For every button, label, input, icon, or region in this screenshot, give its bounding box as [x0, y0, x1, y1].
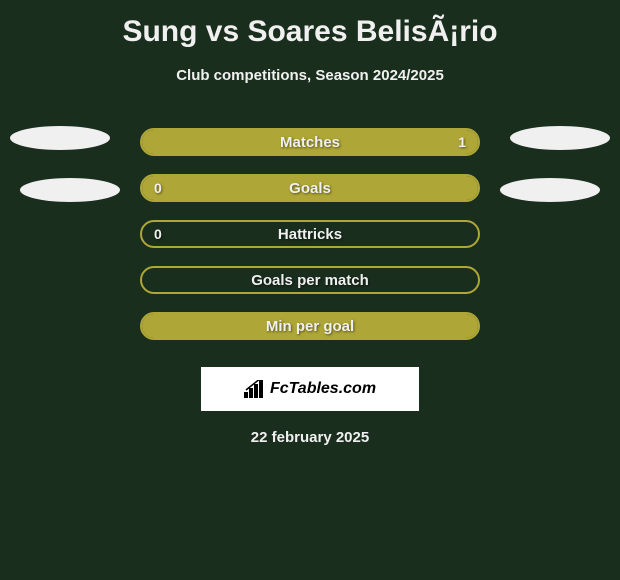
bar-gpm: Goals per match: [140, 266, 480, 294]
stat-label-hattricks: Hattricks: [278, 226, 342, 243]
stat-value-hattricks-left: 0: [154, 226, 162, 242]
logo-box: FcTables.com: [201, 367, 419, 411]
stat-row-gpm: Goals per match: [0, 257, 620, 303]
bar-hattricks: 0 Hattricks: [140, 220, 480, 248]
stat-value-matches-right: 1: [458, 134, 466, 150]
stat-value-goals-left: 0: [154, 180, 162, 196]
date-text: 22 february 2025: [0, 429, 620, 446]
page-title: Sung vs Soares BelisÃ¡rio: [0, 15, 620, 49]
stat-row-goals: 0 Goals: [0, 165, 620, 211]
stat-row-mpg: Min per goal: [0, 303, 620, 349]
stat-label-matches: Matches: [280, 134, 340, 151]
subtitle: Club competitions, Season 2024/2025: [0, 67, 620, 84]
chart-icon: [244, 380, 266, 398]
bar-mpg: Min per goal: [140, 312, 480, 340]
stat-label-goals: Goals: [289, 180, 331, 197]
stat-label-mpg: Min per goal: [266, 318, 354, 335]
stat-label-gpm: Goals per match: [251, 272, 369, 289]
logo-text: FcTables.com: [244, 380, 376, 398]
stat-row-hattricks: 0 Hattricks: [0, 211, 620, 257]
main-container: Sung vs Soares BelisÃ¡rio Club competiti…: [0, 0, 620, 456]
bar-matches: Matches 1: [140, 128, 480, 156]
logo-label: FcTables.com: [270, 380, 376, 398]
stats-area: Matches 1 0 Goals 0 Hattricks Goals per …: [0, 119, 620, 349]
stat-row-matches: Matches 1: [0, 119, 620, 165]
bar-goals: 0 Goals: [140, 174, 480, 202]
